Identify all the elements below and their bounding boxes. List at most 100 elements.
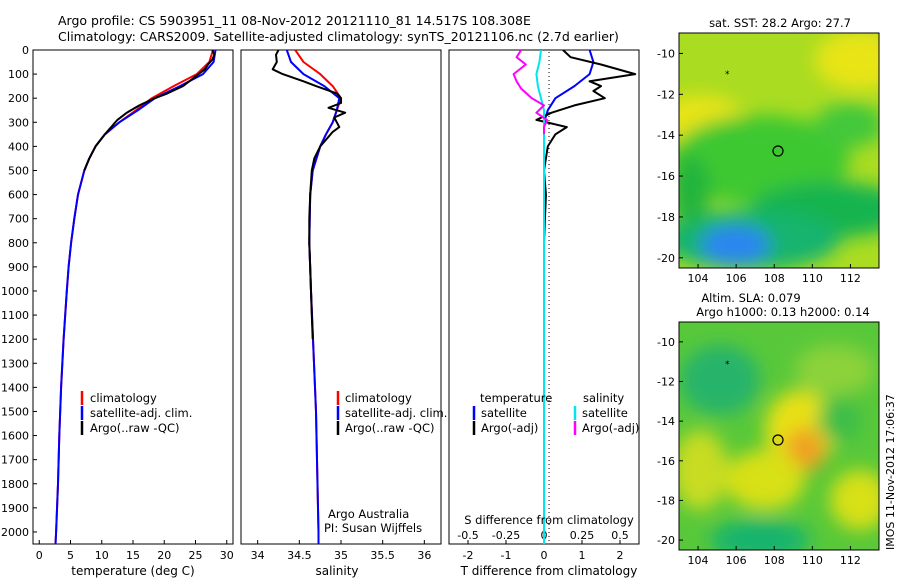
salinity-xlabel: salinity (315, 564, 358, 578)
sla-map-title: Altim. SLA: 0.079 (701, 291, 800, 305)
depth-tick-label: 300 (8, 116, 29, 129)
salinity-series (271, 50, 347, 544)
difference-series (512, 50, 637, 544)
sst-map-panel: sat. SST: 28.2 Argo: 27.7 * 104 106 108 110… (657, 16, 880, 285)
lon-tick-label: 104 (688, 554, 709, 567)
salinity-axes (240, 49, 442, 545)
depth-tick-label: 1200 (1, 333, 29, 346)
series-argo-raw-qc- (271, 50, 347, 340)
legend-label-climatology: climatology (90, 391, 157, 405)
legend-label-climatology: climatology (345, 391, 412, 405)
lon-tick-label: 104 (688, 272, 709, 285)
t-diff-tick-label: 1 (579, 549, 586, 562)
lon-tick-label: 110 (802, 554, 823, 567)
lat-tick-label: -16 (657, 455, 675, 468)
depth-tick-label: 600 (8, 189, 29, 202)
salinity-legend: climatology satellite-adj. clim. Argo(..… (336, 391, 447, 435)
lat-tick-label: -12 (657, 88, 675, 101)
legend-label-satellite: satellite-adj. clim. (90, 406, 192, 420)
temperature-tick-label: 15 (126, 549, 140, 562)
temperature-tick-label: 20 (157, 549, 171, 562)
temperature-xlabel: temperature (deg C) (71, 564, 194, 578)
depth-tick-label: 1400 (1, 381, 29, 394)
temperature-axes (32, 49, 234, 545)
legend-title-temperature: temperature (480, 391, 552, 405)
depth-tick-label: 1100 (1, 309, 29, 322)
t-difference-xlabel: T difference from climatology (460, 564, 638, 578)
salinity-panel: 34 34.5 35 35.5 36 climatology satellite-adj… (240, 49, 447, 578)
sla-map-frame (678, 321, 880, 551)
lon-tick-label: 112 (840, 554, 861, 567)
depth-tick-label: 500 (8, 164, 29, 177)
salinity-tick-label: 35.5 (370, 549, 395, 562)
legend-label-s-argo: Argo(-adj) (582, 421, 639, 435)
legend-label-argo: Argo(..raw -QC) (90, 421, 180, 435)
lon-tick-label: 108 (764, 554, 785, 567)
temperature-tick-labels: 0 5 10 15 20 25 30 (36, 540, 234, 562)
depth-tick-label: 1500 (1, 405, 29, 418)
title-line-1: Argo profile: CS 5903951_11 08-Nov-2012 … (58, 13, 531, 28)
t-diff-tick-label: 2 (617, 549, 624, 562)
depth-tick-labels: 0 100 200 300 400 500 600 700 800 900 1000 1100 1200… (1, 44, 37, 539)
legend-label-t-argo: Argo(-adj) (481, 421, 538, 435)
depth-tick-label: 700 (8, 213, 29, 226)
sla-map-panel: Altim. SLA: 0.079 Argo h1000: 0.13 h2000… (657, 291, 880, 567)
depth-tick-label: 1700 (1, 454, 29, 467)
legend-label-argo: Argo(..raw -QC) (345, 421, 435, 435)
series-s-satellite (535, 50, 545, 544)
title-line-2: Climatology: CARS2009. Satellite-adjuste… (58, 29, 619, 44)
temperature-tick-label: 5 (67, 549, 74, 562)
salinity-annotation-2: PI: Susan Wijffels (324, 521, 422, 535)
s-diff-tick-label: 0.25 (570, 529, 595, 542)
depth-tick-label: 1300 (1, 357, 29, 370)
lat-tick-label: -14 (657, 129, 675, 142)
s-diff-tick-label: -0.25 (492, 529, 520, 542)
series-satellite-adj-clim- (285, 50, 341, 544)
lon-tick-label: 108 (764, 272, 785, 285)
depth-tick-label: 0 (22, 44, 29, 57)
lat-tick-label: -20 (657, 252, 675, 265)
timestamp-label-wrap: IMOS 11-Nov-2012 17:06:37 (880, 372, 900, 552)
lat-tick-label: -16 (657, 170, 675, 183)
float-marker (772, 145, 784, 157)
difference-legend-salinity: salinity satellite Argo(-adj) (573, 391, 639, 435)
lat-tick-label: -10 (657, 47, 675, 60)
series-satellite-adj-clim- (54, 50, 217, 544)
legend-label-s-satellite: satellite (582, 406, 628, 420)
small-marker: * (725, 360, 730, 370)
sst-map-title: sat. SST: 28.2 Argo: 27.7 (709, 16, 851, 30)
lat-tick-label: -20 (657, 534, 675, 547)
lon-tick-label: 106 (726, 554, 747, 567)
lat-tick-label: -10 (657, 336, 675, 349)
sst-map-frame (678, 32, 880, 269)
temperature-tick-label: 0 (36, 549, 43, 562)
temperature-tick-label: 30 (220, 549, 234, 562)
salinity-tick-label: 34.5 (287, 549, 312, 562)
temperature-series (54, 50, 217, 544)
sst-field: * (679, 33, 879, 268)
t-diff-tick-label: 0 (541, 549, 548, 562)
series-s-argo-adj- (512, 50, 548, 135)
lat-tick-label: -18 (657, 494, 675, 507)
t-diff-tick-label: -2 (463, 549, 474, 562)
lon-tick-label: 112 (840, 272, 861, 285)
float-marker (772, 434, 784, 446)
sla-map-subtitle: Argo h1000: 0.13 h2000: 0.14 (696, 305, 869, 319)
depth-tick-label: 1800 (1, 478, 29, 491)
small-marker: * (725, 70, 730, 80)
depth-tick-label: 1900 (1, 502, 29, 515)
depth-tick-label: 800 (8, 237, 29, 250)
s-diff-tick-label: 0.5 (611, 529, 629, 542)
temperature-panel: 0100200300400500600700800900100011001200… (1, 44, 234, 578)
temperature-legend: climatology satellite-adj. clim. Argo(..… (80, 391, 192, 435)
sla-map-tick-labels: 104 106 108 110 112 -10 -12 -14 -16 -18 -20 (657, 336, 861, 567)
lon-tick-label: 106 (726, 272, 747, 285)
sla-field: * (679, 322, 879, 550)
difference-panel: -2 -1 0 1 2-0.5 -0.25 0 0.25 0.5 temperature sat… (448, 49, 640, 578)
temperature-tick-label: 10 (95, 549, 109, 562)
lat-tick-label: -18 (657, 211, 675, 224)
t-diff-tick-label: -1 (501, 549, 512, 562)
salinity-tick-label: 35 (334, 549, 348, 562)
difference-legend-temperature: temperature satellite Argo(-adj) (472, 391, 552, 435)
depth-tick-label: 1000 (1, 285, 29, 298)
